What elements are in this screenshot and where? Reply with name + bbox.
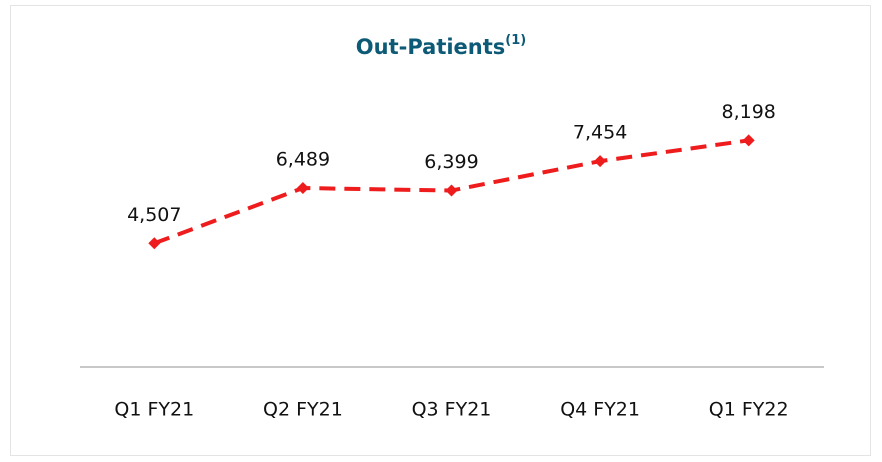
x-tick-label: Q1 FY22 (709, 399, 789, 421)
x-tick-label: Q1 FY21 (114, 399, 194, 421)
title-note: (1) (505, 33, 526, 48)
chart-frame (10, 5, 871, 456)
x-tick-label: Q4 FY21 (560, 399, 640, 421)
x-tick-label: Q2 FY21 (263, 399, 343, 421)
data-label: 6,399 (424, 151, 478, 173)
x-tick-label: Q3 FY21 (412, 399, 492, 421)
marker (296, 182, 309, 195)
marker (594, 155, 607, 168)
chart-title-group: Out-Patients(1) (356, 33, 526, 60)
data-label: 8,198 (721, 101, 775, 123)
marker (742, 134, 755, 147)
marker (148, 237, 161, 250)
data-label: 4,507 (127, 204, 181, 226)
data-label: 7,454 (573, 122, 627, 144)
chart-title: Out-Patients (356, 35, 506, 59)
marker (445, 184, 458, 197)
data-label: 6,489 (276, 149, 330, 171)
